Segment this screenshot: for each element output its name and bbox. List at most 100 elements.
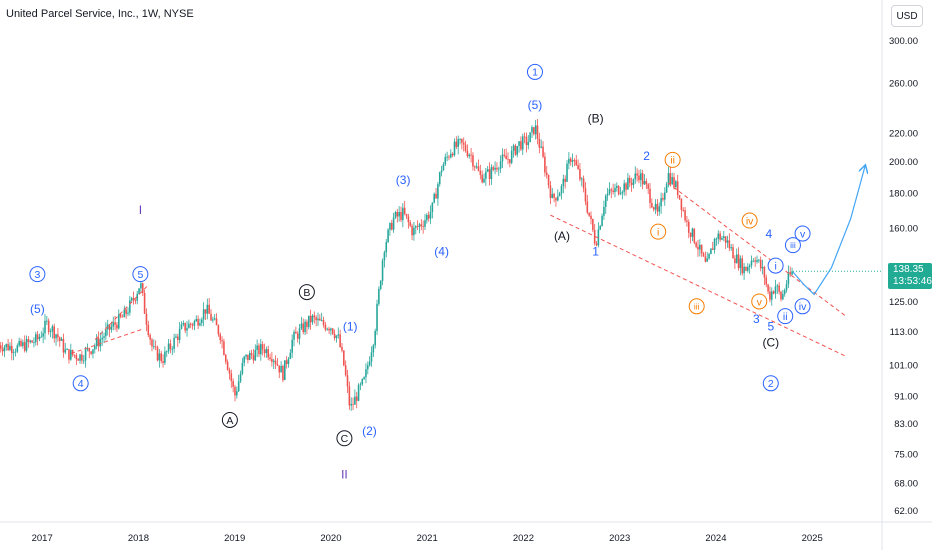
candle-body	[765, 277, 768, 285]
candle-body	[339, 334, 341, 347]
candle-body	[680, 198, 683, 210]
candle-body	[405, 213, 408, 217]
wave-label: 4	[766, 227, 773, 241]
candle-body	[328, 328, 330, 331]
candle-body	[608, 189, 611, 194]
wave-label-circle	[526, 63, 543, 80]
candle-body	[663, 192, 666, 200]
wave-label-circle	[336, 430, 353, 447]
candle-body	[1, 348, 4, 352]
candle-body	[558, 193, 561, 197]
candle-body	[53, 326, 56, 339]
wave-label: (B)	[588, 112, 604, 126]
candle-body	[27, 339, 30, 343]
candle-body	[370, 352, 373, 362]
wave-label-circle	[72, 375, 89, 392]
candle-body	[147, 324, 150, 335]
candle-body	[588, 212, 590, 216]
candle-body	[394, 212, 397, 218]
candle-body	[243, 356, 246, 363]
candle-body	[36, 334, 39, 340]
currency-selector-button[interactable]: USD	[891, 5, 923, 27]
candle-body	[684, 210, 686, 221]
candle-body	[687, 221, 690, 233]
candle-body	[125, 309, 127, 314]
candle-body	[293, 331, 295, 340]
candle-body	[331, 328, 334, 334]
candle-body	[171, 348, 174, 350]
candle-body	[226, 361, 229, 370]
wave-label: (5)	[528, 98, 543, 112]
candle-body	[606, 193, 609, 196]
candle-body	[671, 177, 673, 185]
candle-body	[523, 136, 526, 138]
candle-body	[12, 352, 15, 354]
candle-body	[475, 166, 478, 168]
candle-body	[62, 338, 65, 353]
wave-label: (1)	[343, 320, 358, 334]
wave-label-circle	[794, 298, 811, 315]
candle-body	[149, 334, 151, 340]
wave-label: (2)	[362, 424, 377, 438]
candle-body	[302, 323, 305, 333]
candle-body	[427, 214, 430, 219]
candle-body	[486, 169, 489, 172]
candle-body	[492, 167, 495, 170]
candle-body	[119, 314, 122, 317]
candle-body	[551, 193, 554, 199]
wave-label: 1	[592, 244, 599, 258]
candle-body	[7, 344, 9, 350]
candle-body	[193, 321, 196, 326]
wave-label: C	[341, 433, 349, 445]
candle-body	[341, 346, 343, 351]
wave-label: ii	[670, 155, 675, 167]
wave-label-circle	[741, 212, 758, 229]
candle-body	[90, 351, 92, 354]
candle-body	[348, 386, 351, 406]
candle-body	[652, 207, 655, 210]
candle-body	[223, 341, 225, 355]
candle-body	[538, 138, 541, 148]
candle-body	[324, 324, 327, 330]
candle-body	[346, 375, 349, 387]
candle-body	[785, 284, 788, 291]
candle-body	[724, 236, 727, 243]
candle-body	[761, 266, 764, 269]
candle-body	[343, 350, 345, 366]
candle-body	[787, 272, 790, 285]
candle-body	[392, 217, 395, 230]
candle-body	[320, 320, 323, 321]
price-tick-label: 113.00	[890, 327, 918, 338]
candle-body	[780, 291, 782, 300]
candle-body	[453, 141, 456, 156]
wave-label: i	[774, 260, 776, 272]
candle-body	[165, 351, 168, 353]
wave-label-circle	[298, 284, 315, 301]
candle-body	[473, 166, 476, 168]
candle-body	[291, 339, 293, 353]
candle-body	[426, 214, 428, 221]
candle-body	[483, 178, 485, 183]
candle-body	[647, 184, 649, 189]
candle-body	[638, 175, 640, 181]
candle-body	[77, 359, 79, 361]
candle-body	[665, 184, 668, 193]
candle-body	[702, 253, 705, 257]
candle-body	[545, 172, 548, 176]
candle-body	[208, 304, 210, 314]
candle-body	[254, 350, 257, 361]
candle-body	[743, 266, 745, 274]
candle-body	[693, 228, 696, 243]
price-tick-label: 260.00	[889, 79, 918, 90]
candle-body	[643, 180, 646, 185]
candle-body	[689, 232, 692, 237]
candle-body	[741, 258, 744, 274]
candle-body	[518, 141, 520, 146]
candle-body	[326, 328, 329, 330]
candle-body	[263, 349, 266, 354]
candle-body	[409, 222, 412, 226]
candle-body	[169, 343, 172, 349]
candle-body	[202, 309, 205, 320]
price-tick-label: 300.00	[889, 36, 918, 47]
